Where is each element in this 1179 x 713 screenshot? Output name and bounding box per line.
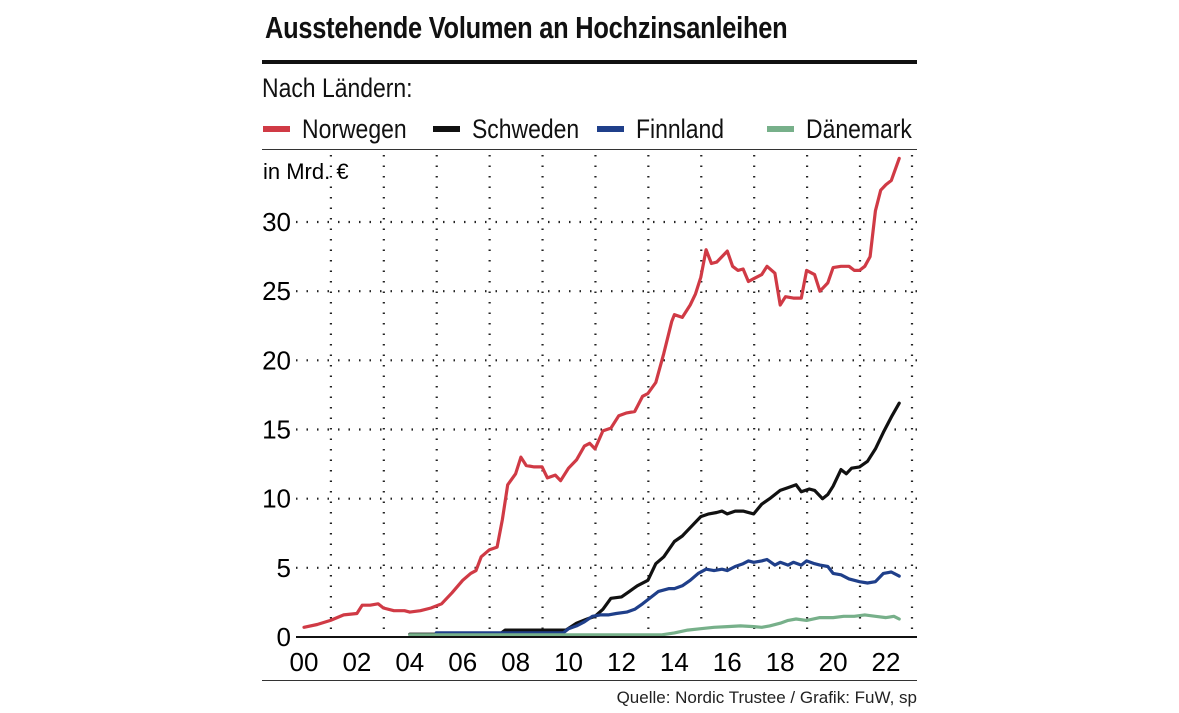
x-tick-label: 04 [395, 647, 424, 677]
grid [296, 155, 917, 634]
legend-swatch-finnland [597, 126, 624, 132]
series-line-schweden [408, 401, 901, 636]
source-note: Quelle: Nordic Trustee / Grafik: FuW, sp [616, 688, 917, 707]
x-tick-label: 06 [448, 647, 477, 677]
y-axis-unit-label: in Mrd. € [263, 159, 349, 184]
series-line-finnland [434, 557, 901, 635]
x-tick-label: 12 [607, 647, 636, 677]
y-tick-label: 0 [277, 622, 291, 652]
x-tick-label: 10 [554, 647, 583, 677]
legend-item-norwegen: Norwegen [263, 113, 425, 145]
legend-label-finnland: Finnland [636, 113, 725, 144]
x-axis-ticks: 00 02 04 06 08 10 12 14 16 18 20 22 [290, 647, 901, 677]
y-tick-label: 10 [262, 484, 291, 514]
x-tick-label: 14 [660, 647, 689, 677]
chart-title: Ausstehende Volumen an Hochzinsanleihen [265, 10, 788, 45]
y-axis-ticks: 0 5 10 15 20 25 30 [262, 207, 291, 652]
legend-swatch-norwegen [263, 126, 290, 132]
y-tick-label: 5 [277, 553, 291, 583]
legend-swatch-daenemark [767, 126, 794, 132]
x-tick-label: 22 [872, 647, 901, 677]
series-lines [302, 156, 901, 637]
chart-subtitle: Nach Ländern: [262, 73, 413, 103]
x-tick-label: 08 [501, 647, 530, 677]
x-tick-label: 20 [819, 647, 848, 677]
legend-label-schweden: Schweden [472, 113, 580, 144]
legend-item-daenemark: Dänemark [767, 113, 931, 145]
series-line-dänemark [408, 613, 901, 637]
y-tick-label: 30 [262, 207, 291, 237]
y-tick-label: 15 [262, 415, 291, 445]
legend-item-finnland: Finnland [597, 113, 740, 145]
x-tick-label: 00 [290, 647, 319, 677]
legend-label-norwegen: Norwegen [302, 113, 407, 144]
source-rule [262, 680, 917, 681]
x-tick-label: 18 [766, 647, 795, 677]
legend-swatch-schweden [433, 126, 460, 132]
legend-rule [262, 149, 917, 150]
y-tick-label: 25 [262, 276, 291, 306]
legend-item-schweden: Schweden [433, 113, 598, 145]
legend-label-daenemark: Dänemark [806, 113, 912, 144]
y-tick-label: 20 [262, 345, 291, 375]
series-line-norwegen [302, 156, 901, 629]
x-tick-label: 02 [342, 647, 371, 677]
title-rule [262, 60, 917, 64]
x-tick-label: 16 [713, 647, 742, 677]
